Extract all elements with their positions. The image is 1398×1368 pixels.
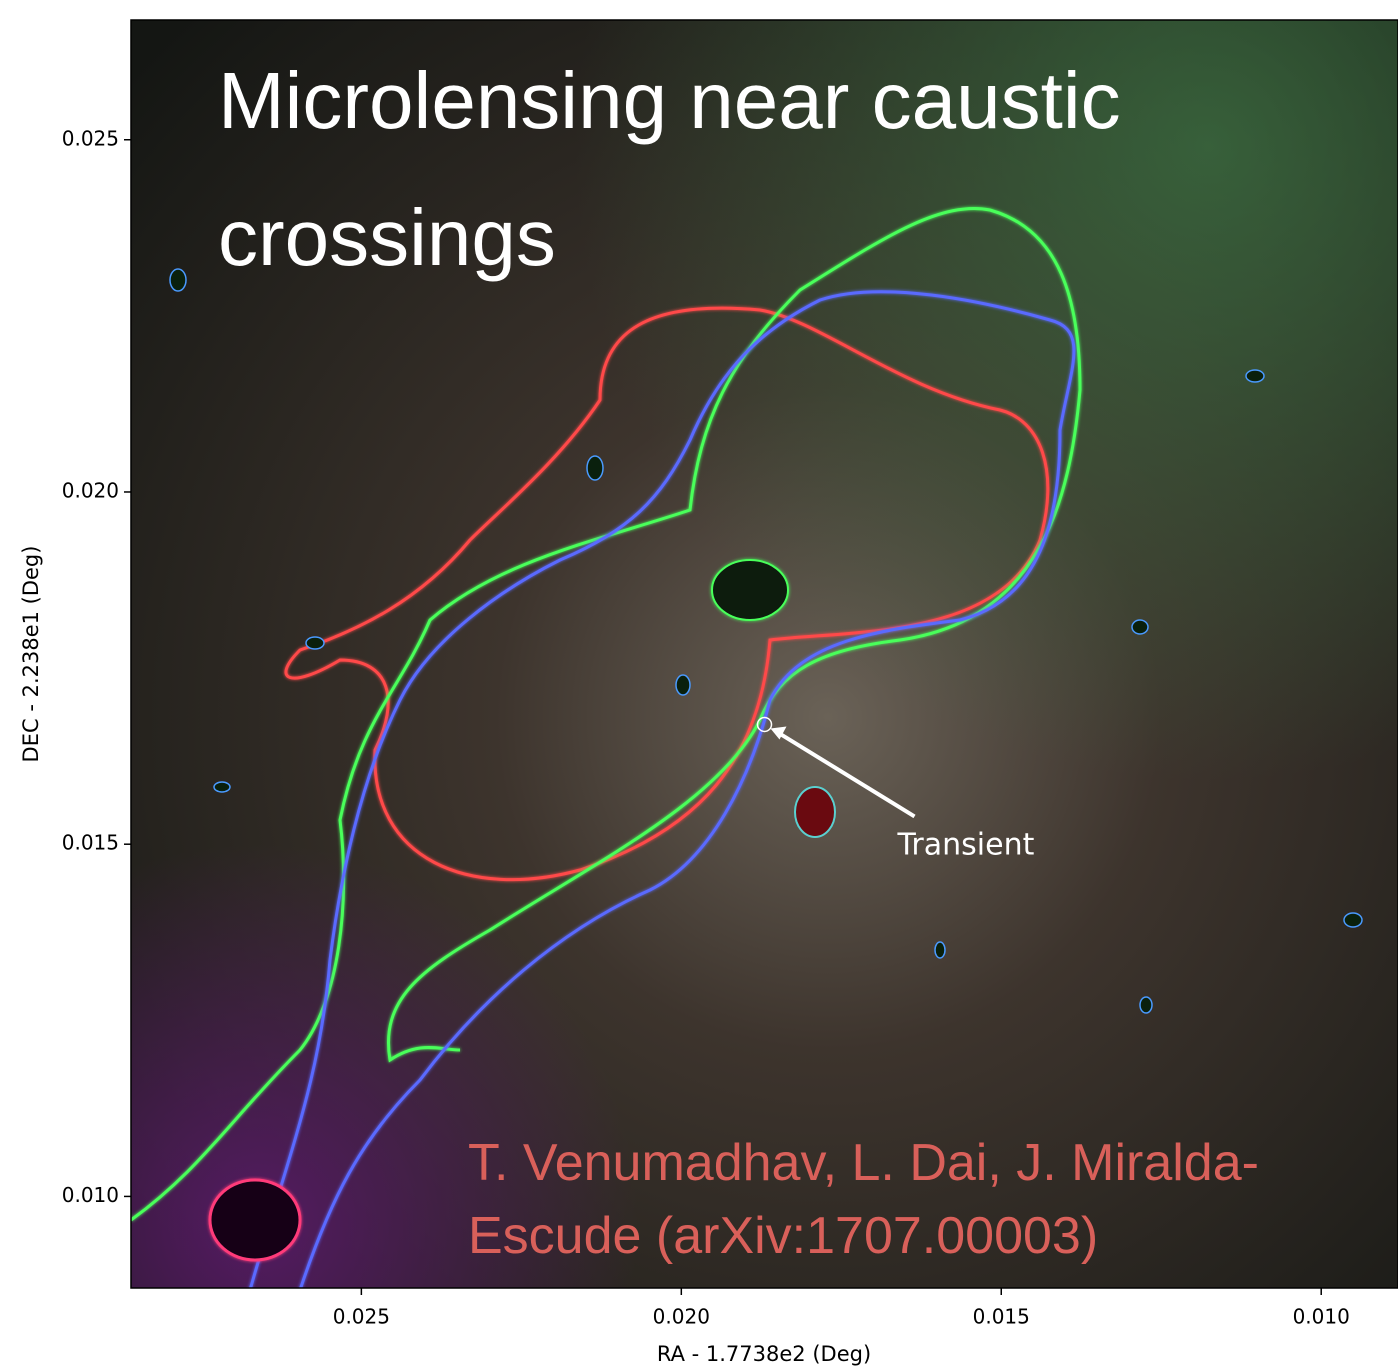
image	[131, 20, 1398, 1288]
annotation-arrow	[773, 728, 916, 819]
annotation-arrowhead	[770, 726, 787, 740]
x-tick-label: 0.020	[653, 1305, 710, 1329]
x-tick-label: 0.015	[973, 1305, 1030, 1329]
y-tick-label: 0.015	[62, 831, 119, 855]
title-line: crossings	[218, 193, 556, 282]
y-tick-label: 0.025	[62, 126, 119, 150]
y-axis-label: DEC - 2.238e1 (Deg)	[19, 546, 43, 763]
x-axis-label: RA - 1.7738e2 (Deg)	[657, 1342, 871, 1366]
y-tick-label: 0.010	[62, 1183, 119, 1207]
y-tick-label: 0.020	[62, 478, 119, 502]
title-line: Microlensing near caustic	[218, 56, 1121, 145]
x-tick-label: 0.025	[333, 1305, 390, 1329]
x-tick-label: 0.010	[1293, 1305, 1350, 1329]
transient-marker	[756, 716, 773, 733]
plot-frame	[130, 19, 1398, 1289]
annotation-text: Transient	[897, 827, 1035, 862]
credit-line: Escude (arXiv:1707.00003)	[468, 1207, 1098, 1265]
credit-line: T. Venumadhav, L. Dai, J. Miralda-	[468, 1134, 1259, 1192]
